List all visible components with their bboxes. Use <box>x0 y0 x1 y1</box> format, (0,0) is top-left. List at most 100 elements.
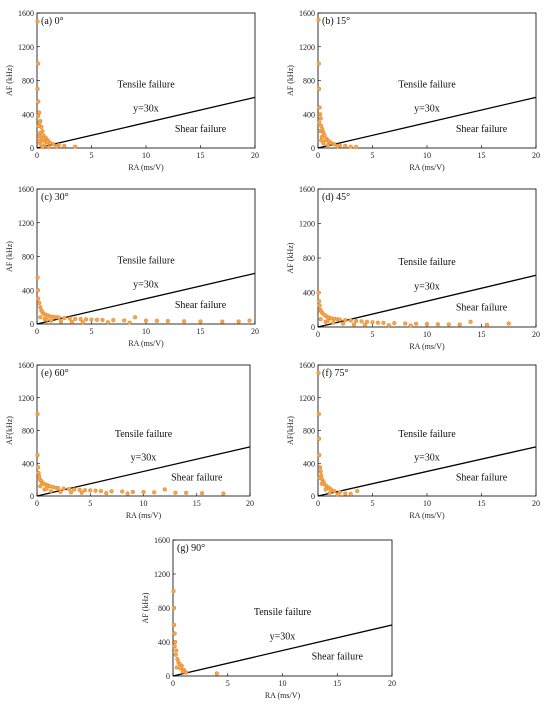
data-point <box>49 318 54 323</box>
data-point <box>73 144 78 149</box>
panel-label: (f) 75° <box>322 368 349 379</box>
data-point <box>35 275 40 280</box>
panel-label: (g) 90° <box>177 543 205 554</box>
data-point <box>318 469 323 474</box>
y-tick-label: 1600 <box>18 361 34 370</box>
data-point <box>78 317 83 322</box>
data-point <box>318 129 323 134</box>
x-tick-label: 0 <box>35 327 39 336</box>
boundary-line <box>172 624 393 677</box>
data-point <box>408 323 413 328</box>
data-point <box>364 319 370 324</box>
data-point <box>214 671 219 676</box>
data-point <box>316 371 321 376</box>
data-point <box>178 666 183 671</box>
panel-label: (e) 60° <box>41 368 69 379</box>
data-point <box>61 486 66 491</box>
data-point <box>331 320 336 325</box>
data-point <box>171 622 177 628</box>
y-tick-label: 0 <box>311 323 315 332</box>
x-tick-label: 5 <box>371 151 375 160</box>
x-tick-label: 0 <box>171 679 175 688</box>
data-point <box>173 490 178 495</box>
data-point <box>386 323 391 328</box>
data-point <box>343 143 348 148</box>
x-tick-label: 15 <box>333 679 341 688</box>
data-point <box>35 19 40 24</box>
data-point <box>62 315 67 321</box>
data-point <box>58 489 63 495</box>
data-point <box>51 142 56 147</box>
data-point <box>220 319 225 324</box>
y-tick-label: 1600 <box>18 185 34 194</box>
data-point <box>72 487 77 492</box>
boundary-line <box>317 274 537 328</box>
y-tick-label: 0 <box>166 672 170 681</box>
data-point <box>37 139 42 144</box>
y-tick-label: 800 <box>303 427 315 436</box>
shear-failure-label: Shear failure <box>456 124 508 135</box>
chart-panel-7: 0 5 10 15 20 0 400 800 1200 1600 RA (ms/V) AF (kHz)… <box>141 536 396 700</box>
boundary-line-label: y=30x <box>414 453 440 464</box>
data-point <box>348 144 353 149</box>
data-point <box>351 322 357 327</box>
data-point <box>44 486 49 491</box>
x-axis-label: RA (ms/V) <box>409 511 445 520</box>
data-point <box>83 317 89 322</box>
x-tick-label: 20 <box>246 499 254 508</box>
y-axis-label: AF (kHz) <box>5 65 14 96</box>
data-point <box>35 288 41 293</box>
y-tick-label: 1200 <box>18 394 34 403</box>
x-tick-label: 20 <box>251 151 259 160</box>
chart-panel-2: 0 5 10 15 20 0 400 800 1200 1600 RA (ms/V) AF (kHz)… <box>286 9 540 172</box>
data-point <box>100 317 105 323</box>
data-point <box>173 652 178 657</box>
y-tick-label: 0 <box>311 144 315 153</box>
x-tick-label: 15 <box>478 151 486 160</box>
data-point <box>40 145 45 150</box>
data-point <box>414 321 419 326</box>
data-point <box>56 315 61 320</box>
data-point <box>317 475 322 481</box>
x-tick-label: 5 <box>371 499 375 508</box>
y-tick-label: 400 <box>303 459 315 468</box>
y-tick-label: 0 <box>30 492 34 501</box>
data-point <box>323 487 328 492</box>
data-point <box>348 318 353 323</box>
data-point <box>316 86 322 92</box>
shear-failure-label: Shear failure <box>312 652 364 663</box>
data-point <box>44 317 49 322</box>
y-axis-label: AF (kHz) <box>286 242 295 273</box>
data-point <box>317 105 322 110</box>
boundary-line-label: y=30x <box>131 453 157 464</box>
tensile-failure-label: Tensile failure <box>398 79 456 90</box>
y-axis-label: AF(kHz) <box>286 416 295 445</box>
data-point <box>35 465 41 470</box>
tensile-failure-label: Tensile failure <box>117 79 175 90</box>
shear-failure-label: Shear failure <box>171 472 223 483</box>
boundary-line-label: y=30x <box>133 104 159 115</box>
data-point <box>319 138 324 143</box>
data-point <box>66 486 72 492</box>
data-point <box>62 143 67 148</box>
data-point <box>335 492 340 497</box>
boundary-line <box>317 446 537 497</box>
boundary-line <box>36 446 251 497</box>
x-tick-label: 10 <box>279 679 287 688</box>
boundary-line-label: y=30x <box>414 104 440 115</box>
y-tick-label: 1600 <box>18 9 34 18</box>
data-point <box>89 317 94 322</box>
data-point <box>199 491 205 496</box>
data-point <box>318 465 323 470</box>
panel-label: (c) 30° <box>41 192 69 203</box>
data-point <box>172 644 177 649</box>
x-tick-label: 15 <box>197 151 205 160</box>
data-point <box>68 490 74 495</box>
x-tick-label: 10 <box>140 499 148 508</box>
x-tick-label: 20 <box>532 330 540 339</box>
data-point <box>58 319 64 324</box>
data-point <box>171 605 177 611</box>
tensile-failure-label: Tensile failure <box>398 257 456 268</box>
x-tick-label: 10 <box>142 151 150 160</box>
data-point <box>154 318 159 323</box>
